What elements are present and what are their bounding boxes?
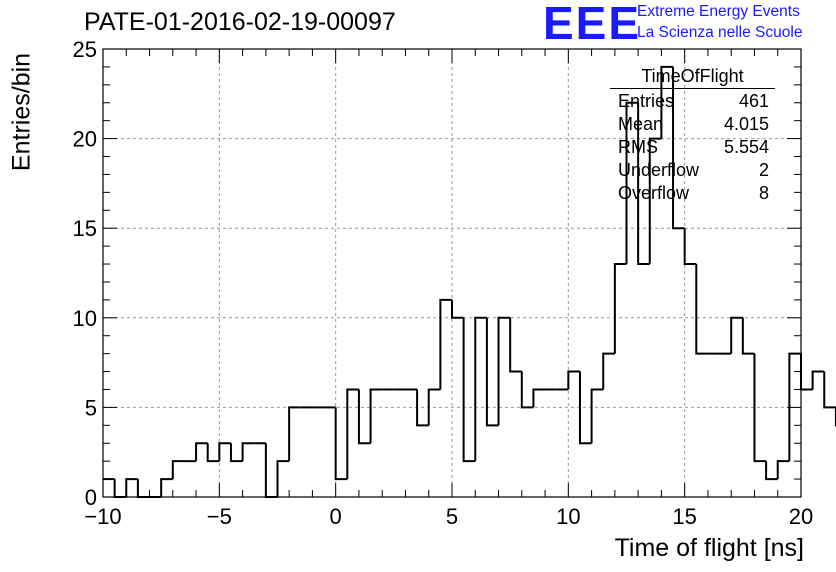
histogram-bin bbox=[602, 352, 615, 390]
logo-line-1: Extreme Energy Events bbox=[637, 3, 800, 20]
stats-value: 4.015 bbox=[723, 114, 769, 134]
histogram-bin bbox=[346, 388, 359, 480]
y-tick-label: 25 bbox=[73, 37, 97, 62]
histogram-bin bbox=[730, 316, 743, 354]
histogram-bin bbox=[823, 371, 836, 409]
histogram-bin bbox=[637, 102, 650, 266]
x-tick-label: −5 bbox=[207, 504, 232, 529]
histogram-bin bbox=[427, 388, 441, 426]
stats-value: 461 bbox=[738, 91, 769, 111]
y-tick-label: 15 bbox=[73, 216, 97, 241]
histogram-bin bbox=[357, 389, 371, 445]
x-tick-label: −10 bbox=[84, 504, 121, 529]
y-tick-label: 20 bbox=[73, 127, 97, 152]
histogram-bin bbox=[800, 353, 813, 391]
y-axis-label: Entries/bin bbox=[7, 52, 36, 172]
histogram-bin bbox=[532, 388, 546, 408]
x-tick-label: 20 bbox=[789, 504, 813, 529]
stats-row-rms: RMS 5.554 bbox=[610, 136, 775, 159]
histogram-bin bbox=[497, 316, 511, 426]
eee-logo: EEE bbox=[543, 0, 642, 49]
histogram-bin bbox=[276, 460, 290, 497]
histogram-bin bbox=[416, 389, 429, 427]
histogram-bin bbox=[229, 443, 243, 463]
stats-box: TimeOfFlight Entries 461 Mean 4.015 RMS … bbox=[610, 66, 775, 205]
stats-label: Mean bbox=[618, 114, 664, 134]
histogram-bin bbox=[520, 371, 534, 409]
histogram-bin bbox=[613, 263, 627, 354]
stats-row-overflow: Overflow 8 bbox=[610, 182, 775, 205]
histogram-bin bbox=[672, 66, 685, 230]
histogram-bin bbox=[578, 371, 592, 445]
stats-label: Underflow bbox=[618, 160, 700, 180]
stats-label: Overflow bbox=[618, 183, 690, 203]
histogram-bin bbox=[590, 388, 604, 444]
histogram-bin bbox=[206, 443, 220, 463]
histogram-bin bbox=[753, 353, 767, 463]
histogram-bin bbox=[485, 317, 499, 427]
x-tick-label: 15 bbox=[672, 504, 696, 529]
histogram-bin bbox=[625, 101, 639, 265]
y-tick-label: 5 bbox=[85, 395, 97, 420]
histogram-bin bbox=[288, 406, 301, 462]
histogram-bin bbox=[218, 442, 231, 462]
histogram-bin bbox=[765, 461, 778, 481]
histogram-bin bbox=[660, 65, 674, 139]
histogram-bin bbox=[776, 460, 790, 480]
y-tick-label: 10 bbox=[73, 306, 97, 331]
stats-row-entries: Entries 461 bbox=[610, 90, 775, 113]
histogram-bin bbox=[567, 370, 580, 390]
histogram-bin bbox=[241, 442, 255, 462]
histogram-bin bbox=[125, 478, 138, 497]
x-tick-label: 0 bbox=[330, 504, 342, 529]
histogram-bin bbox=[113, 479, 127, 498]
x-tick-label: 5 bbox=[446, 504, 458, 529]
stats-row-underflow: Underflow 2 bbox=[610, 159, 775, 182]
histogram-bin bbox=[695, 264, 708, 355]
stats-value: 8 bbox=[758, 183, 769, 203]
y-tick-label: 0 bbox=[85, 485, 97, 510]
histogram-bin bbox=[334, 407, 348, 481]
stats-label: Entries bbox=[618, 91, 675, 111]
histogram-bin bbox=[171, 460, 185, 480]
x-tick-label: 10 bbox=[556, 504, 580, 529]
histogram-bin bbox=[451, 299, 464, 319]
histogram-bin bbox=[195, 442, 208, 462]
chart-title: PATE-01-2016-02-19-00097 bbox=[84, 8, 396, 36]
histogram-bin bbox=[648, 137, 662, 265]
histogram-bin bbox=[264, 443, 278, 498]
histogram-bin bbox=[683, 228, 697, 266]
stats-value: 5.554 bbox=[723, 137, 769, 157]
stats-label: RMS bbox=[618, 137, 658, 157]
histogram-bin bbox=[439, 298, 452, 390]
histogram-bin bbox=[811, 370, 825, 390]
histogram-bin bbox=[160, 478, 173, 497]
stats-value: 2 bbox=[758, 160, 769, 180]
stats-title: TimeOfFlight bbox=[610, 66, 775, 89]
logo-line-2: La Scienza nelle Scuole bbox=[637, 24, 803, 41]
x-axis-label: Time of flight [ns] bbox=[614, 534, 804, 562]
histogram-bin bbox=[462, 317, 476, 463]
histogram-bin bbox=[741, 317, 755, 355]
ticks: −10 −5 0 5 10 15 20 0 5 10 15 20 25 bbox=[73, 37, 814, 529]
histogram-bin bbox=[509, 317, 522, 373]
histogram-bin bbox=[369, 388, 383, 444]
histogram-bin bbox=[474, 316, 487, 462]
stats-row-mean: Mean 4.015 bbox=[610, 113, 775, 136]
histogram-bin bbox=[136, 479, 150, 498]
